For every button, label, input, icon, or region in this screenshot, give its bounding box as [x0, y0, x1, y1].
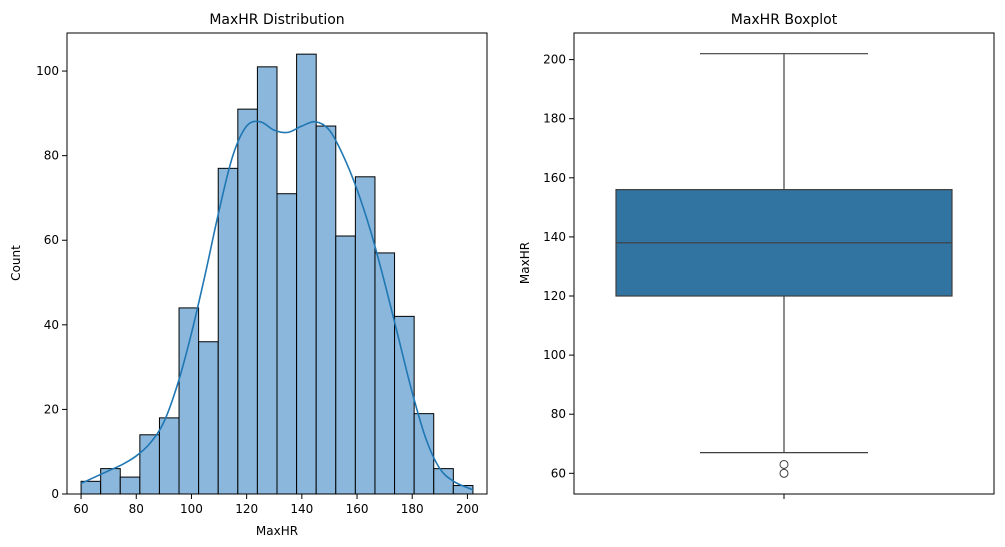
x-tick-label: 120 [235, 502, 258, 516]
boxplot-y-axis-label: MaxHR [518, 242, 532, 284]
x-tick-label: 80 [129, 502, 144, 516]
histogram-bar [237, 108, 258, 495]
y-tick-label: 100 [36, 64, 59, 78]
y-tick-label: 80 [44, 149, 59, 163]
histogram-bar [374, 252, 396, 495]
x-tick-label: 140 [290, 502, 313, 516]
y-tick-label: 140 [543, 230, 566, 244]
histogram-y-axis-label: Count [9, 245, 23, 281]
y-tick-label: 0 [51, 487, 59, 501]
boxplot-y-ticks: 60 80 100 120 140 160 180 200 [543, 53, 574, 480]
x-tick-label: 100 [180, 502, 203, 516]
y-tick-label: 40 [44, 318, 59, 332]
histogram-bar [217, 167, 239, 495]
histogram-bar [119, 476, 141, 495]
x-tick-label: 60 [73, 502, 88, 516]
histogram-bar [178, 307, 200, 495]
histogram-bar [413, 413, 435, 495]
y-tick-label: 200 [543, 53, 566, 67]
histogram-bar [315, 125, 337, 495]
outlier-point [779, 459, 789, 469]
boxplot-title: MaxHR Boxplot [731, 12, 838, 28]
x-tick-label: 200 [456, 502, 479, 516]
histogram-title: MaxHR Distribution [209, 12, 344, 28]
boxplot-panel: MaxHR Boxplot 60 80 100 120 140 160 180 200 Max… [518, 12, 995, 499]
histogram-bar [80, 480, 102, 495]
y-tick-label: 120 [543, 289, 566, 303]
histogram-bar [158, 417, 180, 495]
kde-curve [80, 120, 474, 491]
histogram-x-ticks: 60 80 100 120 140 160 180 200 [73, 494, 479, 516]
histogram-x-axis-label: MaxHR [256, 524, 298, 538]
y-tick-label: 20 [44, 402, 59, 416]
y-tick-label: 100 [543, 348, 566, 362]
y-tick-label: 180 [543, 112, 566, 126]
histogram-bar [198, 341, 219, 495]
x-tick-label: 160 [346, 502, 369, 516]
y-tick-label: 80 [551, 407, 566, 421]
histogram-bars [80, 53, 474, 495]
histogram-y-ticks: 0 20 40 60 80 100 [36, 64, 67, 501]
histogram-bar [296, 53, 317, 495]
y-tick-label: 60 [44, 233, 59, 247]
histogram-bar [276, 193, 298, 495]
x-tick-label: 180 [401, 502, 424, 516]
histogram-bar [335, 235, 356, 495]
histogram-bar [354, 176, 376, 495]
histogram-panel: MaxHR Distribution 60 80 100 120 140 160 180 20… [9, 12, 488, 538]
y-tick-label: 160 [543, 171, 566, 185]
y-tick-label: 60 [551, 466, 566, 480]
histogram-plot-frame [66, 32, 488, 495]
histogram-bar [394, 315, 415, 495]
outlier-point [779, 468, 789, 478]
boxplot-elements [615, 53, 953, 478]
